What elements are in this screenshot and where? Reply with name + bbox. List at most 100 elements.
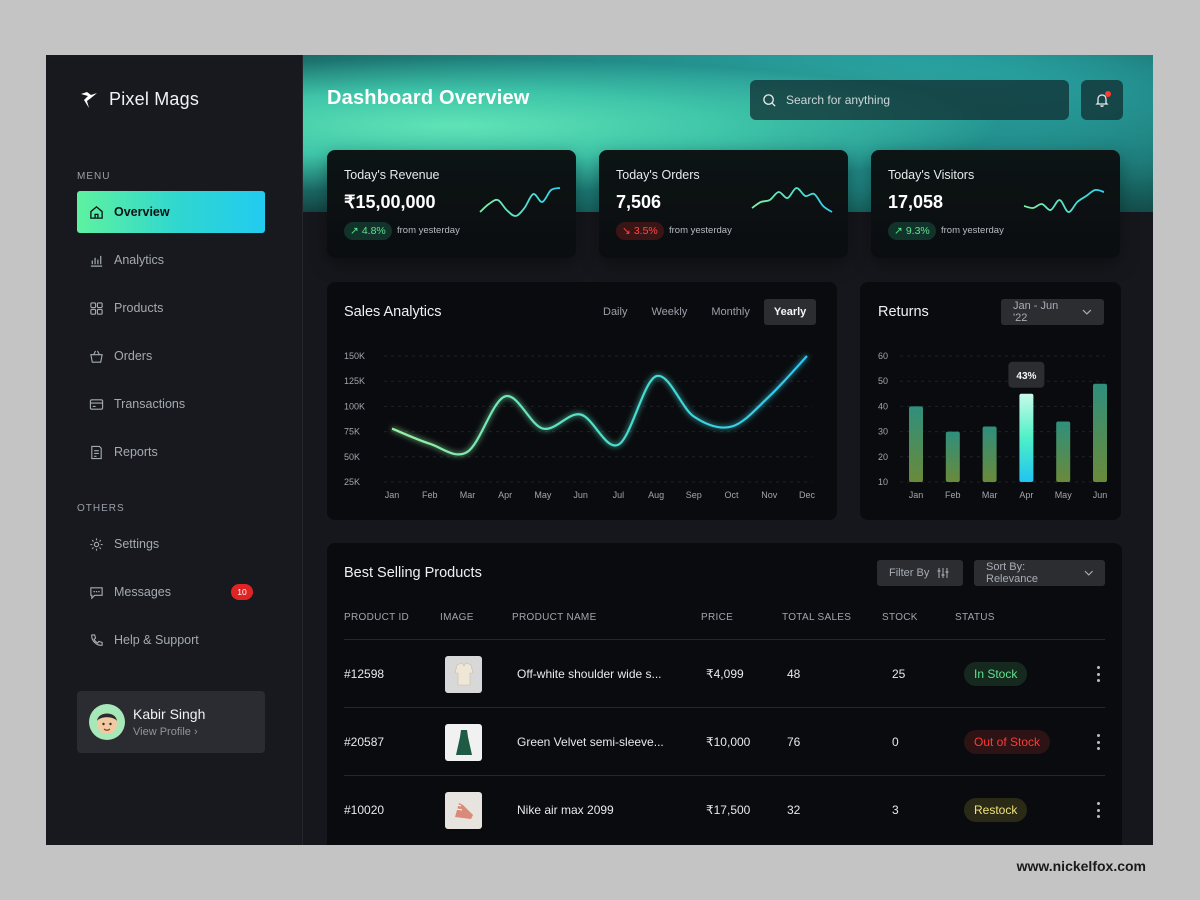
product-total-sales: 32 [787, 803, 801, 817]
x-tick-label: Feb [422, 490, 438, 500]
product-status: Out of Stock [964, 708, 1051, 776]
x-tick-label: May [534, 490, 552, 500]
footer-url: www.nickelfox.com [1016, 858, 1146, 874]
row-more-options-icon[interactable] [1091, 666, 1105, 682]
product-thumbnail [445, 723, 482, 761]
column-header-product-id: PRODUCT ID [344, 612, 410, 623]
visitors-sparkline [1023, 188, 1105, 213]
product-image [445, 776, 482, 844]
tab-weekly[interactable]: Weekly [651, 306, 688, 318]
returns-bar-mar[interactable] [982, 426, 997, 482]
column-header-price: PRICE [701, 612, 734, 623]
sneaker-icon [454, 803, 473, 819]
kpi-change-value: 3.5% [633, 225, 658, 237]
notification-dot [1105, 91, 1111, 97]
product-status: Restock [964, 776, 1028, 844]
card-icon [89, 398, 104, 410]
phone-icon [91, 633, 103, 646]
product-price: ₹10,000 [706, 735, 751, 749]
search-input[interactable]: Search for anything [750, 80, 1069, 120]
sidebar-item-transactions[interactable]: Transactions [77, 383, 265, 425]
x-tick-label: Jan [385, 490, 400, 500]
y-tick-label: 20 [878, 452, 888, 462]
sidebar-item-label: Messages [114, 585, 171, 599]
product-name: Nike air max 2099 [517, 803, 614, 817]
sidebar-item-orders[interactable]: Orders [77, 335, 265, 377]
returns-bar-may[interactable] [1056, 421, 1071, 482]
sidebar-item-overview[interactable]: Overview [77, 191, 265, 233]
status-badge: In Stock [964, 662, 1028, 686]
sidebar-item-help-support[interactable]: Help & Support [77, 619, 265, 661]
tab-daily[interactable]: Daily [603, 306, 628, 318]
filter-button[interactable]: Filter By [877, 560, 963, 586]
sidebar-item-settings[interactable]: Settings [77, 523, 265, 565]
kpi-revenue-card[interactable]: Today's Revenue ₹15,00,000 ↗ 4.8% from ye… [327, 150, 576, 258]
sidebar-item-label: Overview [114, 205, 170, 219]
filter-sliders-icon [937, 568, 949, 578]
sidebar-item-products[interactable]: Products [77, 287, 265, 329]
date-range-select[interactable]: Jan - Jun '22 [1001, 299, 1104, 325]
kpi-visitors-card[interactable]: Today's Visitors 17,058 ↗ 9.3% from yeste… [871, 150, 1120, 258]
kpi-orders-card[interactable]: Today's Orders 7,506 ↘ 3.5% from yesterda… [599, 150, 848, 258]
returns-bar-jan[interactable] [909, 406, 923, 482]
kpi-change-badge: ↘ 3.5% [616, 222, 664, 240]
kpi-change-badge: ↗ 9.3% [888, 222, 936, 240]
kpi-label: Today's Revenue [344, 168, 440, 182]
kpi-value: 17,058 [888, 192, 944, 212]
logo-icon [81, 91, 97, 108]
main-content: Dashboard Overview Search for anything T… [303, 55, 1153, 845]
chevron-down-icon [1082, 309, 1092, 315]
bar-tooltip [1008, 361, 1045, 388]
view-profile-link[interactable]: View Profile › [133, 726, 205, 738]
search-placeholder: Search for anything [786, 93, 891, 107]
returns-bar-apr[interactable] [1019, 393, 1034, 482]
kpi-subtext: from yesterday [941, 225, 1004, 236]
product-price: ₹17,500 [706, 803, 751, 817]
kpi-label: Today's Visitors [888, 168, 975, 182]
product-total-sales: 76 [787, 735, 801, 749]
product-name: Green Velvet semi-sleeve... [517, 735, 664, 749]
table-row[interactable]: #10020 Nike air max 2099 ₹17,500 32 3 Re… [344, 775, 1105, 843]
table-row[interactable]: #12598 Off-white shoulder wide s... ₹4,0… [344, 639, 1105, 707]
sales-analytics-card: Sales Analytics Daily Weekly Monthly Yea… [327, 282, 837, 520]
brand-name: Pixel Mags [109, 89, 200, 109]
column-header-product-name: PRODUCT NAME [512, 612, 597, 623]
x-tick-label: Oct [725, 490, 740, 500]
product-name: Off-white shoulder wide s... [517, 667, 662, 681]
tab-monthly[interactable]: Monthly [711, 306, 750, 318]
sort-select[interactable]: Sort By: Relevance [974, 560, 1105, 586]
product-image [445, 708, 482, 776]
table-row[interactable]: #20587 Green Velvet semi-sleeve... ₹10,0… [344, 707, 1105, 775]
y-tick-label: 50 [878, 376, 888, 386]
returns-bar-jun[interactable] [1093, 383, 1107, 482]
column-header-total-sales: TOTAL SALES [782, 612, 852, 623]
x-tick-label: Sep [686, 490, 702, 500]
brand[interactable]: Pixel Mags [79, 89, 199, 110]
y-tick-label: 10 [878, 477, 888, 487]
filter-label: Filter By [889, 567, 930, 579]
tab-yearly[interactable]: Yearly [763, 299, 817, 325]
bell-icon [1095, 94, 1109, 107]
returns-bar-feb[interactable] [945, 431, 960, 482]
best-selling-products-card: Best Selling Products Filter By Sort By:… [327, 543, 1122, 845]
avatar-face-icon [97, 713, 117, 734]
products-title: Best Selling Products [344, 565, 482, 581]
column-header-image: IMAGE [440, 612, 474, 623]
product-stock: 0 [892, 735, 899, 749]
product-id: #12598 [344, 667, 385, 681]
orders-sparkline [751, 187, 833, 213]
row-more-options-icon[interactable] [1091, 802, 1105, 818]
profile-card[interactable]: Kabir Singh View Profile › [77, 691, 265, 753]
others-section-label: OTHERS [77, 503, 125, 514]
sidebar-item-reports[interactable]: Reports [77, 431, 265, 473]
page-title: Dashboard Overview [327, 87, 530, 109]
notifications-button[interactable] [1081, 80, 1123, 120]
sidebar-item-analytics[interactable]: Analytics [77, 239, 265, 281]
product-total-sales: 48 [787, 667, 801, 681]
x-tick-label: Mar [460, 490, 476, 500]
sparkline-series [479, 187, 561, 217]
home-icon [90, 205, 103, 219]
sidebar-item-messages[interactable]: Messages 10 [77, 571, 265, 613]
row-more-options-icon[interactable] [1091, 734, 1105, 750]
product-stock: 25 [892, 667, 906, 681]
